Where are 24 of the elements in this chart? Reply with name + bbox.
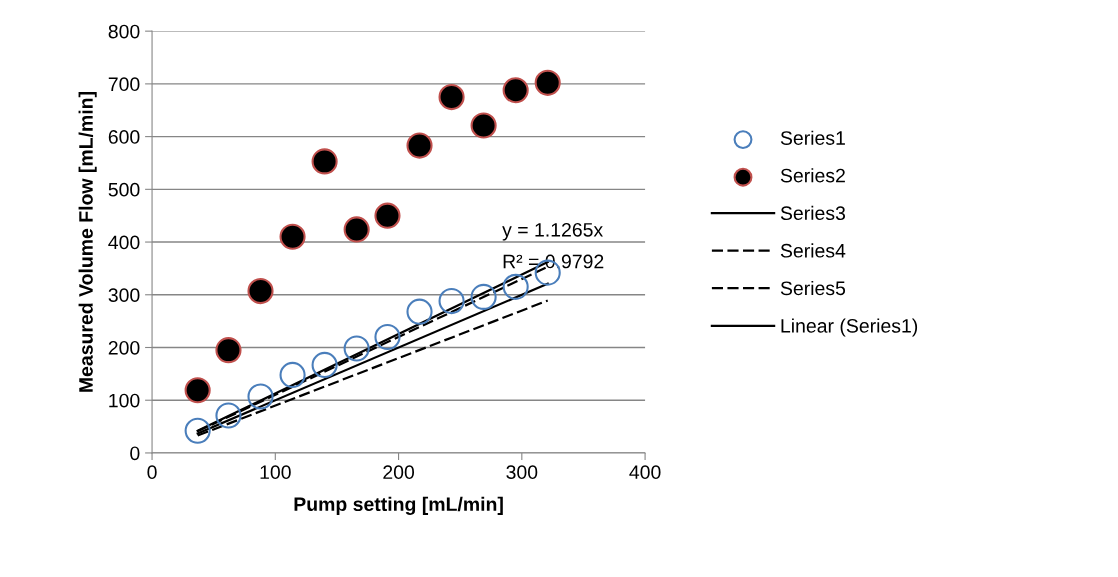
- x-axis-title: Pump setting [mL/min]: [294, 496, 503, 515]
- y-tick-label: 800: [108, 24, 140, 39]
- y-axis-title: Measured Volume Flow [mL/min]: [78, 92, 97, 392]
- legend-label: Linear (Series1): [781, 318, 918, 337]
- x-tick-label: 100: [260, 465, 291, 480]
- legend-label: Series3: [780, 205, 846, 221]
- y-tick-label: 600: [108, 130, 140, 144]
- legend-label: Series1: [780, 130, 845, 145]
- y-tick-label: 700: [108, 77, 140, 92]
- annotation: R² = 0.9792: [503, 254, 604, 269]
- x-tick-label: 200: [383, 465, 415, 480]
- x-tick-label: 0: [147, 465, 157, 480]
- y-tick-label: 0: [130, 446, 140, 461]
- legend-label: Series5: [780, 280, 846, 296]
- y-tick-label: 500: [108, 182, 140, 197]
- x-tick-label: 300: [506, 465, 538, 480]
- legend-label: Series4: [780, 243, 846, 258]
- y-tick-label: 200: [108, 340, 140, 355]
- y-tick-label: 100: [109, 393, 140, 408]
- annotation: y = 1.1265x: [502, 222, 603, 241]
- y-tick-label: 300: [108, 288, 140, 303]
- legend-label: Series2: [780, 168, 845, 183]
- x-tick-label: 400: [629, 465, 661, 480]
- y-tick-label: 400: [108, 235, 140, 250]
